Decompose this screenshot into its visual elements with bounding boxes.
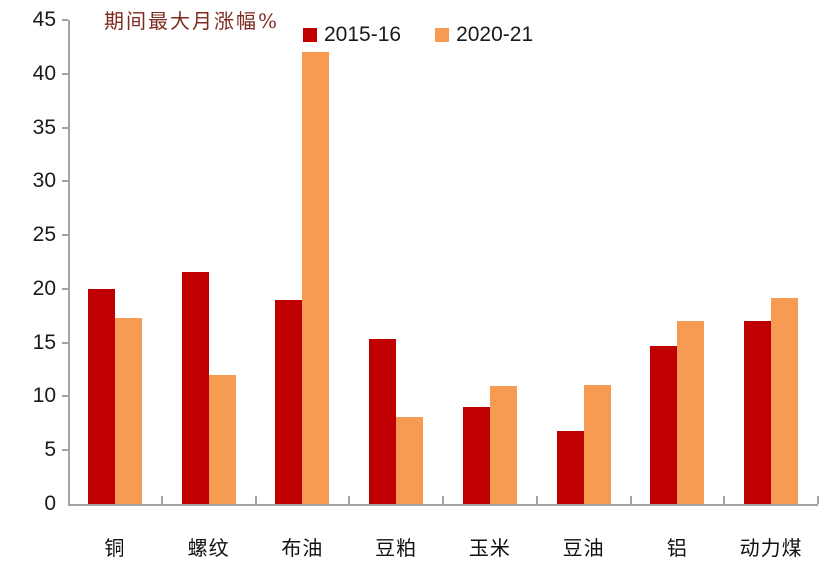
bar-动力煤-2015-16 xyxy=(744,321,772,504)
legend-item-2020-21: 2020-21 xyxy=(435,23,533,47)
x-category-label-铜: 铜 xyxy=(104,536,126,560)
legend-label: 2020-21 xyxy=(456,23,534,46)
bar-玉米-2015-16 xyxy=(462,407,490,504)
chart-title: 期间最大月涨幅% xyxy=(104,9,280,33)
y-axis-tick xyxy=(62,395,68,398)
legend-label: 2015-16 xyxy=(324,23,402,46)
x-category-label-玉米: 玉米 xyxy=(468,536,511,560)
legend-item-2015-16: 2015-16 xyxy=(303,23,401,47)
x-category-label-布油: 布油 xyxy=(281,536,324,560)
y-axis-tick xyxy=(62,287,68,290)
x-category-label-豆油: 豆油 xyxy=(562,536,605,560)
legend-marker-icon xyxy=(435,28,450,42)
bar-铝-2015-16 xyxy=(650,345,678,504)
x-axis-tick xyxy=(629,496,632,504)
bar-玉米-2020-21 xyxy=(489,385,517,504)
y-axis-tick xyxy=(62,341,68,344)
bar-铜-2015-16 xyxy=(87,288,115,504)
y-tick-label: 10 xyxy=(32,384,56,408)
bar-豆粕-2020-21 xyxy=(396,416,424,504)
y-tick-label: 45 xyxy=(32,8,56,31)
x-axis-tick xyxy=(723,496,726,504)
y-tick-label: 25 xyxy=(32,223,56,247)
y-tick-label: 35 xyxy=(32,115,56,139)
y-axis-tick xyxy=(62,449,68,452)
y-axis-tick xyxy=(62,126,68,129)
y-tick-label: 0 xyxy=(44,492,56,515)
bar-布油-2015-16 xyxy=(275,299,303,504)
bar-铜-2020-21 xyxy=(114,317,142,504)
y-tick-label: 5 xyxy=(44,438,56,462)
legend: 2015-16 2020-21 xyxy=(303,23,533,47)
y-axis-tick xyxy=(62,234,68,237)
bar-豆粕-2015-16 xyxy=(369,339,397,504)
bar-螺纹-2020-21 xyxy=(208,374,236,504)
y-tick-label: 40 xyxy=(32,61,56,85)
x-axis-tick xyxy=(535,496,538,504)
bar-豆油-2020-21 xyxy=(583,384,611,504)
bar-动力煤-2020-21 xyxy=(771,297,799,504)
x-category-label-豆粕: 豆粕 xyxy=(375,536,418,560)
bar-螺纹-2015-16 xyxy=(181,271,209,504)
legend-marker-icon xyxy=(303,28,317,42)
y-axis xyxy=(68,20,70,504)
y-tick-label: 30 xyxy=(32,169,56,193)
y-axis-tick xyxy=(62,72,68,75)
x-category-label-铝: 铝 xyxy=(666,536,688,560)
x-axis xyxy=(68,504,818,506)
x-axis-tick xyxy=(160,496,163,504)
x-axis-tick xyxy=(254,496,257,504)
bar-布油-2020-21 xyxy=(302,52,330,504)
bar-豆油-2015-16 xyxy=(556,430,584,504)
y-axis-tick xyxy=(62,180,68,183)
y-tick-label: 15 xyxy=(32,330,56,354)
y-tick-label: 20 xyxy=(32,276,56,300)
x-category-label-螺纹: 螺纹 xyxy=(187,536,230,560)
x-axis-tick xyxy=(817,496,819,504)
bar-铝-2020-21 xyxy=(677,321,705,504)
y-axis-tick xyxy=(62,19,68,21)
x-axis-tick xyxy=(348,496,351,504)
x-axis-tick xyxy=(442,496,444,504)
plot-area xyxy=(62,19,819,506)
x-category-label-动力煤: 动力煤 xyxy=(739,536,803,560)
